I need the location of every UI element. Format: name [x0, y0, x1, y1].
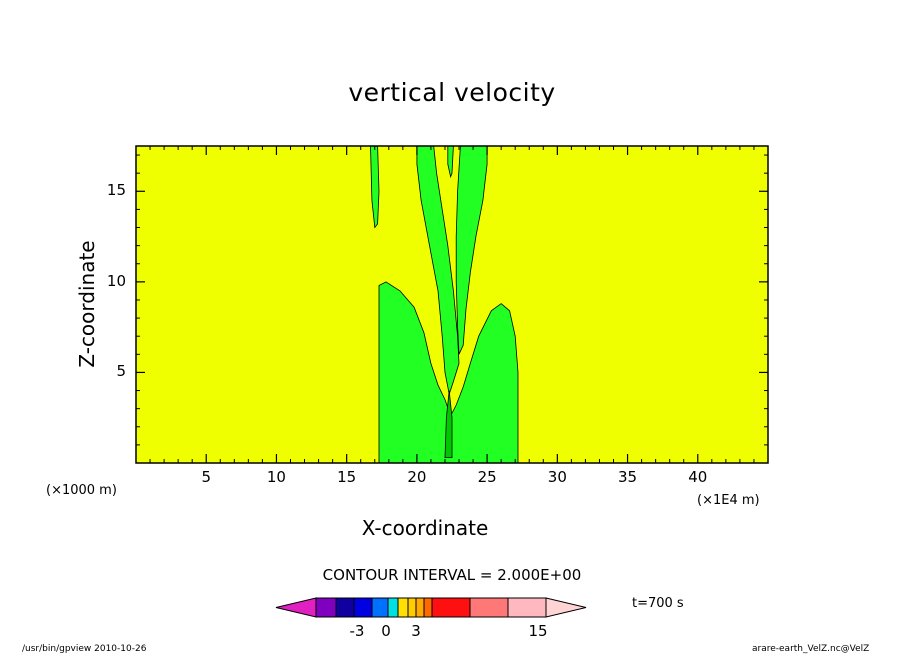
lower-plume	[378, 281, 519, 464]
contour-interval-label: CONTOUR INTERVAL = 2.000E+00	[322, 566, 582, 584]
footer-right: arare-earth_VelZ.nc@VelZ	[752, 644, 870, 654]
plot-frame	[135, 145, 769, 464]
colorbar-min-arrow	[275, 597, 317, 618]
x-unit-left: (×1000 m)	[46, 483, 117, 498]
x-tick-label: 20	[407, 468, 427, 486]
chart-title: vertical velocity	[348, 78, 556, 107]
x-tick-label: 40	[688, 468, 708, 486]
x-tick-label: 5	[201, 468, 211, 486]
colorbar-tick-label: 3	[411, 622, 421, 640]
colorbar-tick-label: -3	[349, 622, 365, 640]
colorbar	[275, 597, 587, 618]
x-tick-label: 35	[618, 468, 638, 486]
core-region	[444, 390, 453, 458]
y-tick-label: 15	[106, 181, 126, 200]
colorbar-cell	[387, 597, 399, 618]
colorbar-max-arrow	[545, 597, 587, 618]
colorbar-cell	[353, 597, 373, 618]
y-tick-label: 5	[116, 362, 126, 381]
colorbar-cell	[315, 597, 337, 618]
colorbar-cell	[507, 597, 547, 618]
upper-plume-center	[416, 145, 460, 396]
colorbar-cell	[397, 597, 409, 618]
colorbar-tick-label: 15	[528, 622, 548, 640]
x-tick-label: 15	[337, 468, 357, 486]
colorbar-cell	[407, 597, 417, 618]
velocity-field	[136, 145, 768, 464]
x-tick-label: 10	[266, 468, 286, 486]
colorbar-cell	[415, 597, 425, 618]
y-tick-label: 10	[106, 271, 126, 290]
colorbar-cell	[371, 597, 389, 618]
x-unit-right: (×1E4 m)	[697, 493, 760, 508]
x-axis-label: X-coordinate	[361, 516, 489, 540]
colorbar-cell	[469, 597, 509, 618]
colorbar-cell	[431, 597, 471, 618]
x-tick-label: 30	[547, 468, 567, 486]
time-label: t=700 s	[632, 596, 684, 611]
colorbar-cell	[335, 597, 355, 618]
footer-left: /usr/bin/gpview 2010-10-26	[22, 644, 147, 654]
x-tick-label: 25	[477, 468, 497, 486]
plot-border	[135, 145, 769, 464]
colorbar-tick-label: 0	[381, 622, 391, 640]
upper-plume-right	[455, 145, 488, 355]
colorbar-cell	[423, 597, 433, 618]
